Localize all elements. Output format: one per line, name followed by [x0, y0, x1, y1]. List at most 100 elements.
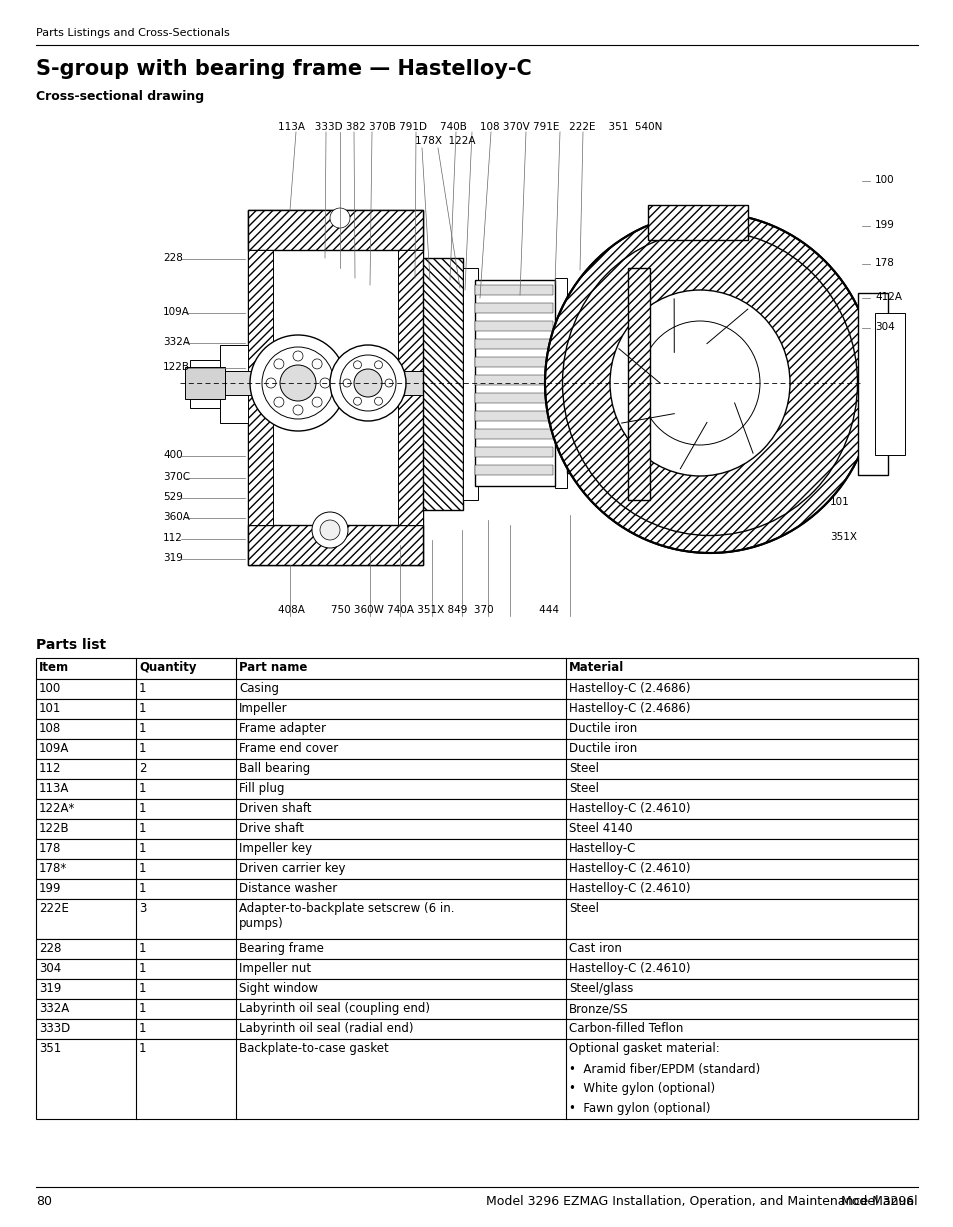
Bar — [568, 372, 624, 382]
Bar — [36, 999, 917, 1018]
Circle shape — [293, 351, 303, 361]
Bar — [422, 258, 462, 510]
Text: Steel 4140: Steel 4140 — [568, 822, 632, 836]
Text: 529: 529 — [163, 492, 183, 502]
Text: Ductile iron: Ductile iron — [568, 721, 637, 735]
Text: 304: 304 — [39, 962, 61, 975]
Circle shape — [385, 379, 393, 387]
Circle shape — [354, 369, 381, 398]
Text: 351: 351 — [39, 1042, 61, 1055]
Bar — [36, 960, 917, 979]
Bar — [36, 779, 917, 799]
Text: 109A: 109A — [163, 307, 190, 317]
Text: Steel/glass: Steel/glass — [568, 982, 633, 995]
Bar — [248, 525, 422, 564]
Text: 113A: 113A — [39, 782, 70, 795]
Text: 1: 1 — [139, 1002, 147, 1015]
Text: 100: 100 — [39, 682, 61, 694]
Circle shape — [330, 345, 406, 421]
Bar — [190, 360, 220, 409]
Circle shape — [319, 520, 339, 540]
Text: Frame adapter: Frame adapter — [239, 721, 326, 735]
Text: 1: 1 — [139, 742, 147, 755]
Bar — [36, 939, 917, 960]
Text: Bronze/SS: Bronze/SS — [568, 1002, 628, 1015]
Text: Impeller: Impeller — [239, 702, 287, 715]
Circle shape — [280, 364, 315, 401]
Bar — [566, 294, 626, 472]
Text: Backplate-to-case gasket: Backplate-to-case gasket — [239, 1042, 388, 1055]
Text: •  White gylon (optional): • White gylon (optional) — [568, 1082, 715, 1094]
Bar — [36, 1039, 917, 1119]
Text: 370C: 370C — [163, 472, 190, 482]
Text: 351X: 351X — [829, 533, 856, 542]
Text: Model 3296 EZMAG Installation, Operation, and Maintenance Manual: Model 3296 EZMAG Installation, Operation… — [486, 1195, 917, 1209]
Text: 101: 101 — [829, 497, 849, 507]
Text: 109A: 109A — [39, 742, 70, 755]
Bar — [36, 839, 917, 859]
Bar — [647, 205, 747, 240]
Text: •  Fawn gylon (optional): • Fawn gylon (optional) — [568, 1102, 710, 1115]
Bar — [555, 279, 566, 488]
Bar — [475, 285, 553, 294]
Text: Impeller nut: Impeller nut — [239, 962, 311, 975]
Text: Cast iron: Cast iron — [568, 942, 621, 955]
Text: Parts Listings and Cross-Sectionals: Parts Listings and Cross-Sectionals — [36, 28, 230, 38]
Bar — [857, 293, 887, 475]
Text: 228: 228 — [39, 942, 61, 955]
Text: 113A   333D 382 370B 791D    740B    108 370V 791E   222E    351  540N: 113A 333D 382 370B 791D 740B 108 370V 79… — [277, 121, 661, 133]
Ellipse shape — [544, 213, 874, 553]
Text: 178: 178 — [39, 842, 61, 855]
Bar — [475, 303, 553, 313]
Text: Bearing frame: Bearing frame — [239, 942, 323, 955]
Text: Carbon-filled Teflon: Carbon-filled Teflon — [568, 1022, 682, 1036]
Text: 1: 1 — [139, 702, 147, 715]
Text: 1: 1 — [139, 842, 147, 855]
Text: 122B: 122B — [39, 822, 70, 836]
Circle shape — [312, 512, 348, 548]
Bar — [36, 739, 917, 760]
Circle shape — [375, 361, 382, 369]
Circle shape — [354, 398, 361, 405]
Text: Hastelloy-C (2.4686): Hastelloy-C (2.4686) — [568, 702, 690, 715]
Text: Ball bearing: Ball bearing — [239, 762, 310, 775]
Bar — [248, 250, 273, 525]
Circle shape — [330, 209, 350, 228]
Bar — [568, 299, 624, 310]
Text: 1: 1 — [139, 1022, 147, 1036]
Text: Adapter-to-backplate setscrew (6 in.
pumps): Adapter-to-backplate setscrew (6 in. pum… — [239, 902, 454, 930]
Text: 101: 101 — [39, 702, 61, 715]
Text: 304: 304 — [874, 321, 894, 333]
Bar — [568, 355, 624, 364]
Bar — [475, 339, 553, 348]
Text: •  Aramid fiber/EPDM (standard): • Aramid fiber/EPDM (standard) — [568, 1063, 760, 1075]
Text: 332A: 332A — [39, 1002, 70, 1015]
Text: 122A*: 122A* — [39, 802, 75, 815]
Bar — [220, 345, 250, 423]
Text: Driven shaft: Driven shaft — [239, 802, 312, 815]
Bar — [36, 719, 917, 739]
Bar — [36, 979, 917, 999]
Text: 412A: 412A — [874, 292, 901, 302]
Bar — [568, 444, 624, 454]
Text: Hastelloy-C: Hastelloy-C — [568, 842, 636, 855]
Text: 408A        750 360W 740A 351X 849  370              444: 408A 750 360W 740A 351X 849 370 444 — [277, 605, 558, 615]
Text: Part name: Part name — [239, 661, 307, 674]
Text: Labyrinth oil seal (radial end): Labyrinth oil seal (radial end) — [239, 1022, 413, 1036]
Bar — [36, 879, 917, 899]
Text: 2: 2 — [139, 762, 147, 775]
Text: Steel: Steel — [568, 782, 598, 795]
Text: Labyrinth oil seal (coupling end): Labyrinth oil seal (coupling end) — [239, 1002, 430, 1015]
Bar — [475, 393, 553, 402]
Bar — [248, 210, 422, 250]
Text: Drive shaft: Drive shaft — [239, 822, 304, 836]
Bar — [475, 321, 553, 331]
Text: 1: 1 — [139, 822, 147, 836]
Text: Fill plug: Fill plug — [239, 782, 284, 795]
Text: 333D: 333D — [39, 1022, 71, 1036]
Text: 108: 108 — [39, 721, 61, 735]
Circle shape — [354, 361, 361, 369]
Text: 80: 80 — [36, 1195, 52, 1209]
Bar — [36, 760, 917, 779]
Bar — [568, 390, 624, 400]
